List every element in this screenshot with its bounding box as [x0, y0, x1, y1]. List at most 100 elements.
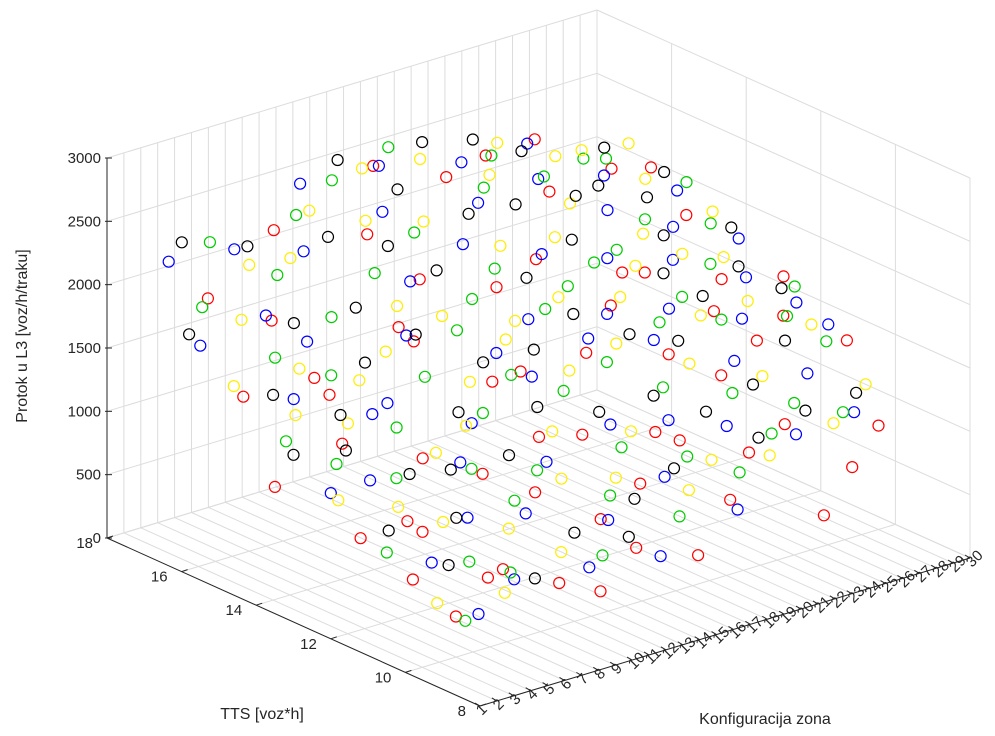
data-point [539, 302, 552, 316]
data-point [725, 221, 738, 234]
data-point [269, 351, 282, 364]
grid-line [106, 389, 598, 539]
data-point [203, 236, 216, 249]
grid-line [123, 532, 498, 702]
data-point [409, 328, 422, 341]
data-point [726, 386, 739, 400]
data-point [732, 232, 745, 245]
data-point [656, 381, 670, 394]
data-point [647, 333, 660, 347]
grid-line [106, 9, 598, 159]
z-tick-label: 3000 [68, 150, 101, 167]
data-point [569, 189, 582, 202]
data-point [657, 165, 671, 179]
data-point [293, 362, 306, 375]
grid-line [360, 460, 734, 630]
data-point [325, 174, 338, 187]
data-point [505, 368, 518, 381]
data-point [267, 224, 280, 237]
data-point [452, 406, 465, 419]
grid-line [596, 136, 971, 306]
data-point [849, 386, 863, 399]
data-point [636, 227, 650, 240]
data-point [739, 271, 753, 284]
data-point [707, 305, 721, 318]
x-tick-mark [812, 600, 819, 605]
data-point [555, 472, 568, 485]
data-point [499, 333, 512, 346]
data-point [287, 448, 300, 461]
data-point [227, 380, 240, 393]
grid-line [106, 326, 598, 476]
data-point [788, 280, 801, 293]
data-point [472, 607, 485, 621]
data-point [638, 266, 651, 279]
data-point [481, 571, 494, 584]
grid-line [579, 394, 954, 564]
data-point [325, 369, 338, 382]
grid-line [208, 506, 582, 676]
data-point [640, 191, 654, 204]
data-point [355, 162, 369, 175]
data-point [537, 170, 551, 183]
data-point [391, 183, 404, 196]
data-point [359, 214, 372, 227]
data-point [594, 585, 607, 598]
data-point [379, 345, 392, 358]
data-point [416, 525, 429, 538]
data-point [728, 354, 741, 367]
data-point [465, 417, 478, 430]
data-point [675, 290, 689, 303]
grid-line [326, 471, 700, 641]
data-point [715, 273, 728, 286]
data-point [778, 418, 791, 431]
grid-line [427, 440, 802, 610]
data-point [623, 328, 636, 341]
x-tick-mark [609, 661, 616, 666]
grid-line [596, 389, 971, 559]
data-point [490, 281, 503, 294]
data-points [162, 133, 885, 627]
data-point [390, 421, 403, 434]
data-point [472, 196, 485, 209]
grid-line [596, 326, 971, 496]
data-point [466, 292, 479, 306]
data-point [788, 396, 801, 410]
data-point [583, 561, 596, 574]
data-point [667, 462, 681, 475]
data-point [552, 291, 565, 304]
data-point [332, 494, 345, 507]
data-point [594, 512, 607, 526]
data-point [502, 449, 516, 462]
data-point [437, 515, 450, 529]
data-point [463, 555, 476, 568]
data-point [805, 318, 818, 331]
data-point [840, 334, 854, 347]
data-point [444, 463, 457, 476]
data-point [662, 302, 676, 315]
y-tick-mark [181, 569, 188, 573]
data-point [527, 343, 540, 356]
data-point [380, 546, 393, 559]
data-point [775, 282, 788, 295]
data-point [459, 419, 473, 432]
data-point [680, 176, 693, 189]
data-point [778, 334, 792, 347]
data-point [325, 311, 338, 324]
data-point [742, 446, 756, 459]
data-point [801, 367, 814, 380]
data-point [680, 208, 693, 222]
data-point [630, 541, 643, 554]
data-point [462, 207, 475, 220]
data-point [859, 378, 872, 391]
data-point [666, 220, 680, 233]
data-point [496, 563, 510, 576]
data-point [602, 513, 615, 527]
data-point [341, 417, 354, 430]
grid-line [377, 455, 751, 625]
data-point [267, 388, 280, 401]
data-point [237, 390, 250, 403]
data-point [657, 267, 670, 280]
data-point [549, 150, 562, 163]
data-point [390, 472, 403, 485]
